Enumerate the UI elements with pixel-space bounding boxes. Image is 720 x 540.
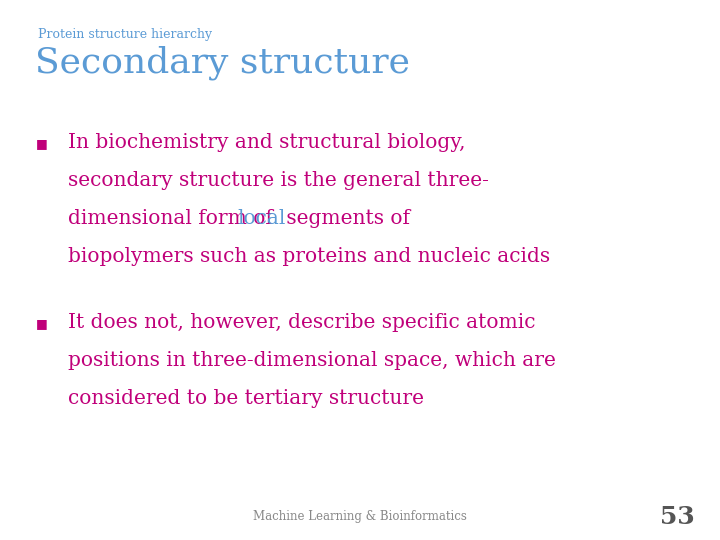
Text: segments of: segments of <box>280 209 410 228</box>
Text: Protein structure hierarchy: Protein structure hierarchy <box>38 28 212 41</box>
Text: biopolymers such as proteins and nucleic acids: biopolymers such as proteins and nucleic… <box>68 247 550 266</box>
Text: secondary structure is the general three-: secondary structure is the general three… <box>68 171 489 190</box>
Text: considered to be tertiary structure: considered to be tertiary structure <box>68 389 424 408</box>
Text: ■: ■ <box>36 317 48 330</box>
Text: dimensional form of: dimensional form of <box>68 209 279 228</box>
Text: In biochemistry and structural biology,: In biochemistry and structural biology, <box>68 133 466 152</box>
Text: 53: 53 <box>660 505 695 529</box>
Text: Secondary structure: Secondary structure <box>35 45 410 79</box>
Text: local: local <box>238 209 286 228</box>
Text: ■: ■ <box>36 137 48 150</box>
Text: positions in three-dimensional space, which are: positions in three-dimensional space, wh… <box>68 351 556 370</box>
Text: Machine Learning & Bioinformatics: Machine Learning & Bioinformatics <box>253 510 467 523</box>
Text: It does not, however, describe specific atomic: It does not, however, describe specific … <box>68 313 536 332</box>
